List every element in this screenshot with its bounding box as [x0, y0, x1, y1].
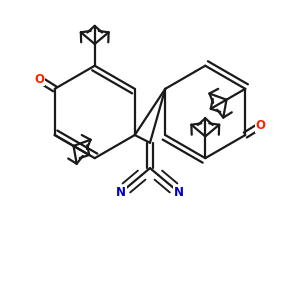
Text: N: N	[116, 186, 126, 199]
Text: O: O	[34, 73, 44, 86]
Text: O: O	[256, 119, 266, 132]
Text: N: N	[174, 186, 184, 199]
